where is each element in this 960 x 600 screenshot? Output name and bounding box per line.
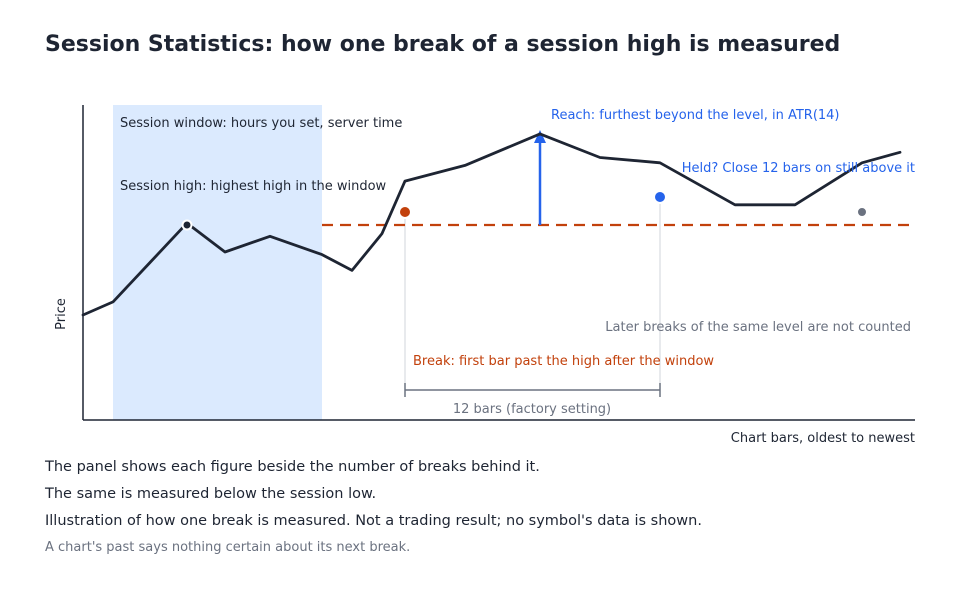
reach-label: Reach: furthest beyond the level, in ATR…	[551, 108, 840, 123]
session-high-label: Session high: highest high in the window	[120, 179, 387, 194]
break-label: Break: first bar past the high after the…	[413, 354, 714, 369]
reach-arrow-head	[534, 130, 546, 143]
break-marker	[398, 205, 412, 219]
later-breaks-label: Later breaks of the same level are not c…	[605, 320, 911, 335]
session-window-label: Session window: hours you set, server ti…	[120, 116, 402, 131]
break-diagram: Price Chart bars, oldest to newest Sessi…	[54, 105, 915, 446]
note-line: The same is measured below the session l…	[45, 486, 377, 502]
hold-span-bracket	[404, 383, 661, 397]
hold-span-label: 12 bars (factory setting)	[453, 402, 611, 417]
notes-block: The panel shows each figure beside the n…	[45, 457, 702, 565]
later-break-marker	[856, 206, 868, 218]
held-label: Held? Close 12 bars on still above it	[682, 161, 915, 176]
note-line: The panel shows each figure beside the n…	[45, 459, 540, 475]
note-line: Illustration of how one break is measure…	[45, 513, 702, 529]
y-axis-label: Price	[54, 298, 69, 330]
session-high-marker	[181, 219, 193, 231]
held-marker	[653, 190, 667, 204]
price-line	[81, 132, 902, 317]
session-window-band	[113, 105, 322, 420]
page-title: Session Statistics: how one break of a s…	[45, 32, 841, 57]
disclaimer: A chart's past says nothing certain abou…	[45, 540, 411, 555]
x-axis-label: Chart bars, oldest to newest	[731, 431, 915, 446]
